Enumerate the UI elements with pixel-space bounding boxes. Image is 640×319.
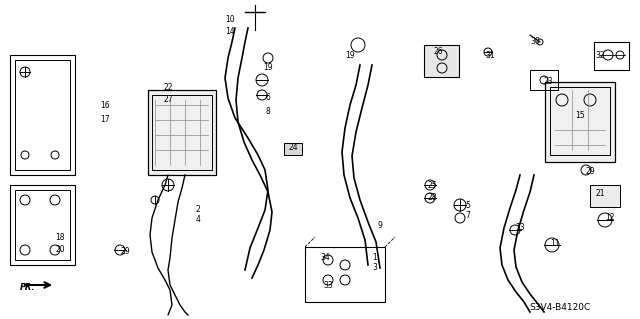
Text: 30: 30 [530, 38, 540, 47]
Text: 21: 21 [595, 189, 605, 197]
Text: 5: 5 [465, 201, 470, 210]
Text: 24: 24 [288, 144, 298, 152]
Text: 12: 12 [605, 213, 615, 222]
Text: 10: 10 [225, 16, 235, 25]
Text: 14: 14 [225, 27, 235, 36]
Text: S3V4-B4120C: S3V4-B4120C [529, 303, 591, 313]
Bar [424, 45, 459, 77]
Text: 26: 26 [433, 48, 443, 56]
Text: 3: 3 [372, 263, 378, 272]
Text: 4: 4 [196, 216, 200, 225]
Bar [530, 70, 558, 90]
Text: 15: 15 [575, 110, 585, 120]
Text: 27: 27 [163, 95, 173, 105]
Text: 29: 29 [585, 167, 595, 176]
Text: 11: 11 [550, 239, 560, 248]
Bar [15, 60, 70, 170]
Bar [550, 87, 610, 155]
Text: 33: 33 [323, 280, 333, 290]
Text: 19: 19 [345, 50, 355, 60]
Bar [590, 185, 620, 207]
Text: 7: 7 [465, 211, 470, 219]
Text: 18: 18 [55, 234, 65, 242]
Bar [148, 90, 216, 175]
Text: 8: 8 [266, 108, 270, 116]
Text: 13: 13 [515, 224, 525, 233]
Bar [10, 55, 75, 175]
Bar [594, 42, 629, 70]
Text: 9: 9 [378, 220, 383, 229]
Text: 28: 28 [428, 194, 436, 203]
Text: 22: 22 [163, 84, 173, 93]
Bar [10, 185, 75, 265]
Text: 19: 19 [263, 63, 273, 72]
Text: 20: 20 [55, 246, 65, 255]
Text: 17: 17 [100, 115, 110, 124]
Text: 23: 23 [543, 78, 553, 86]
Text: 6: 6 [266, 93, 271, 102]
Text: 2: 2 [196, 205, 200, 214]
Bar [284, 143, 302, 155]
Text: 31: 31 [485, 50, 495, 60]
Bar [305, 247, 385, 302]
Bar [15, 190, 70, 260]
Bar [545, 82, 615, 162]
Text: 32: 32 [595, 50, 605, 60]
Text: 1: 1 [372, 254, 378, 263]
Text: 29: 29 [120, 248, 130, 256]
Text: 25: 25 [427, 181, 437, 189]
Bar [152, 95, 212, 170]
Text: FR.: FR. [20, 283, 35, 292]
Text: 34: 34 [320, 254, 330, 263]
Text: 16: 16 [100, 100, 110, 109]
